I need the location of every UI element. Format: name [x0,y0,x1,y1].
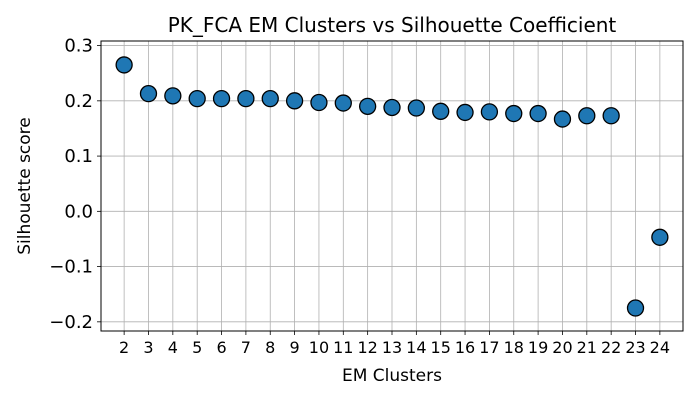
x-tick-label: 21 [577,338,597,357]
data-point [626,299,645,317]
x-tick-label: 14 [406,338,426,357]
x-tick-label: 2 [119,338,129,357]
x-tick-label: 22 [601,338,621,357]
x-tick-label: 16 [455,338,475,357]
x-axis-label: EM Clusters [342,366,442,386]
x-tick-label: 24 [650,338,670,357]
x-tick-label: 17 [479,338,499,357]
x-tick-label: 11 [333,338,353,357]
y-tick-label: −0.2 [49,312,93,333]
data-point [164,87,182,105]
x-tick-label: 6 [216,338,226,357]
x-tick-label: 7 [241,338,251,357]
x-tick-label: 19 [528,338,548,357]
data-point [358,97,377,116]
y-tick-label: 0.1 [64,146,93,167]
axis-ticks: 2 3 4 5 6 7 8 9 10 11 12 13 14 15 16 17 18 19 20 21 22 23 24−0… [49,36,670,357]
x-tick-label: 15 [431,338,451,357]
data-point [115,56,133,74]
data-points [115,56,669,317]
data-point [529,104,547,123]
data-point [334,94,352,112]
y-axis-label: Silhouette score [15,117,35,255]
data-point [237,89,255,108]
data-point [188,89,206,108]
data-point [651,228,669,246]
data-point [456,103,474,122]
data-point [285,92,304,110]
data-point [578,107,596,125]
grid [101,41,683,331]
y-tick-label: 0.0 [64,201,93,222]
x-tick-label: 8 [265,338,275,357]
x-tick-label: 12 [357,338,377,357]
data-point [432,102,450,120]
x-tick-label: 9 [290,338,300,357]
x-tick-label: 13 [382,338,402,357]
data-point [480,103,499,121]
data-point [139,85,158,103]
data-point [407,99,426,117]
y-tick-label: 0.2 [64,91,93,112]
x-tick-label: 23 [625,338,645,357]
data-point [553,110,572,128]
x-tick-label: 3 [143,338,153,357]
x-tick-label: 18 [504,338,524,357]
y-tick-label: 0.3 [64,36,93,57]
data-point [212,89,231,108]
data-point [602,107,620,125]
x-tick-label: 10 [309,338,329,357]
chart-title: PK_FCA EM Clusters vs Silhouette Coeffic… [168,13,617,37]
x-tick-label: 5 [192,338,202,357]
plot-frame [100,40,684,332]
data-point [310,93,328,112]
x-tick-label: 20 [552,338,572,357]
data-point [383,98,401,117]
data-point [505,104,523,123]
x-tick-label: 4 [168,338,178,357]
y-tick-label: −0.1 [49,257,93,278]
data-point [261,89,279,108]
